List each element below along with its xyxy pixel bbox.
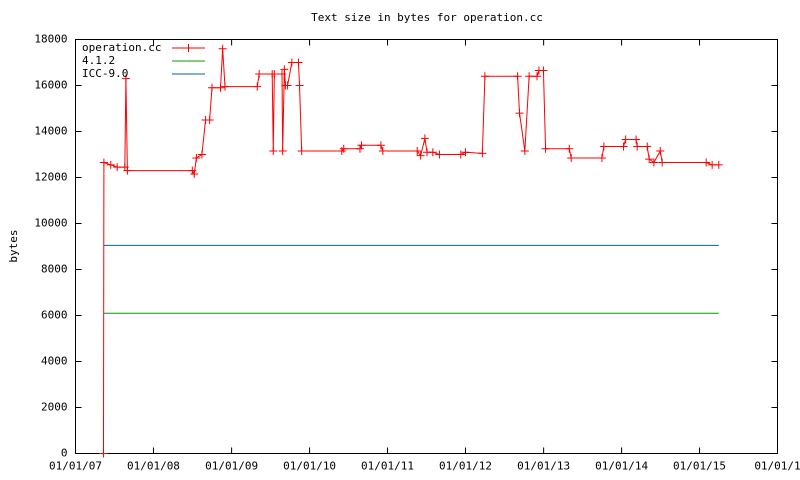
- point: [216, 83, 225, 92]
- y-axis-label: bytes: [7, 229, 20, 262]
- point: [632, 135, 641, 144]
- y-tick-label: 12000: [34, 171, 67, 184]
- y-tick-label: 4000: [41, 355, 68, 368]
- point: [649, 158, 658, 167]
- point: [525, 72, 534, 81]
- point: [99, 158, 108, 167]
- y-tick-label: 14000: [34, 125, 67, 138]
- point: [420, 134, 429, 143]
- point: [541, 144, 550, 153]
- point: [295, 81, 304, 90]
- point: [456, 150, 465, 159]
- point: [656, 147, 665, 156]
- point: [478, 149, 487, 158]
- point: [619, 142, 628, 151]
- point: [207, 83, 216, 92]
- point: [192, 153, 201, 162]
- x-tick-label: 01/01/12: [439, 460, 492, 473]
- point: [621, 135, 630, 144]
- point: [123, 166, 132, 175]
- point: [253, 82, 262, 91]
- point: [205, 116, 214, 124]
- point: [416, 151, 425, 160]
- chart-title: Text size in bytes for operation.cc: [311, 11, 543, 24]
- point: [645, 155, 654, 164]
- legend-marker: [184, 44, 193, 52]
- legend-label: 4.1.2: [82, 54, 115, 67]
- x-tick-label: 01/01/1: [754, 460, 800, 473]
- point: [99, 449, 108, 458]
- point: [643, 142, 652, 151]
- x-tick-label: 01/01/10: [283, 460, 336, 473]
- point: [533, 72, 542, 81]
- point: [283, 81, 292, 90]
- point: [280, 65, 289, 74]
- y-tick-label: 8000: [41, 263, 68, 276]
- point: [597, 153, 606, 162]
- point: [355, 144, 364, 153]
- point: [220, 82, 229, 91]
- point: [197, 150, 206, 159]
- point: [297, 147, 306, 156]
- point: [278, 147, 287, 156]
- point: [520, 147, 529, 156]
- x-tick-label: 01/01/07: [49, 460, 102, 473]
- plot-border: [75, 39, 778, 454]
- point: [190, 170, 199, 179]
- point: [270, 70, 279, 78]
- point: [714, 160, 723, 169]
- point: [658, 158, 667, 167]
- legend-label: ICC-9.0: [82, 67, 128, 80]
- point: [278, 70, 287, 78]
- x-tick-label: 01/01/11: [361, 460, 414, 473]
- point: [567, 153, 576, 162]
- point: [113, 163, 122, 172]
- point: [565, 144, 574, 153]
- point: [428, 148, 437, 157]
- x-tick-label: 01/01/13: [517, 460, 570, 473]
- point: [413, 147, 422, 156]
- point: [480, 72, 489, 81]
- y-tick-label: 10000: [34, 217, 67, 230]
- point: [702, 158, 711, 167]
- point: [435, 150, 444, 159]
- point: [218, 44, 227, 53]
- point: [269, 147, 278, 156]
- point: [378, 147, 387, 156]
- point: [106, 160, 115, 169]
- x-tick-label: 01/01/08: [127, 460, 180, 473]
- point: [539, 66, 548, 75]
- legend-label: operation.cc: [82, 41, 161, 54]
- point: [121, 74, 130, 83]
- point: [294, 58, 303, 67]
- x-tick-label: 01/01/15: [673, 460, 726, 473]
- y-tick-label: 2000: [41, 401, 68, 414]
- y-tick-label: 6000: [41, 309, 68, 322]
- y-tick-label: 0: [61, 447, 68, 460]
- point: [461, 148, 470, 157]
- point: [376, 141, 385, 150]
- point: [513, 72, 522, 81]
- point: [188, 166, 197, 175]
- x-tick-label: 01/01/09: [205, 460, 258, 473]
- y-tick-label: 18000: [34, 33, 67, 46]
- point: [339, 144, 348, 153]
- y-tick-label: 16000: [34, 79, 67, 92]
- point: [633, 142, 642, 151]
- point: [255, 70, 264, 78]
- point: [599, 142, 608, 151]
- point: [357, 141, 366, 150]
- point: [515, 109, 524, 118]
- x-tick-label: 01/01/14: [595, 460, 648, 473]
